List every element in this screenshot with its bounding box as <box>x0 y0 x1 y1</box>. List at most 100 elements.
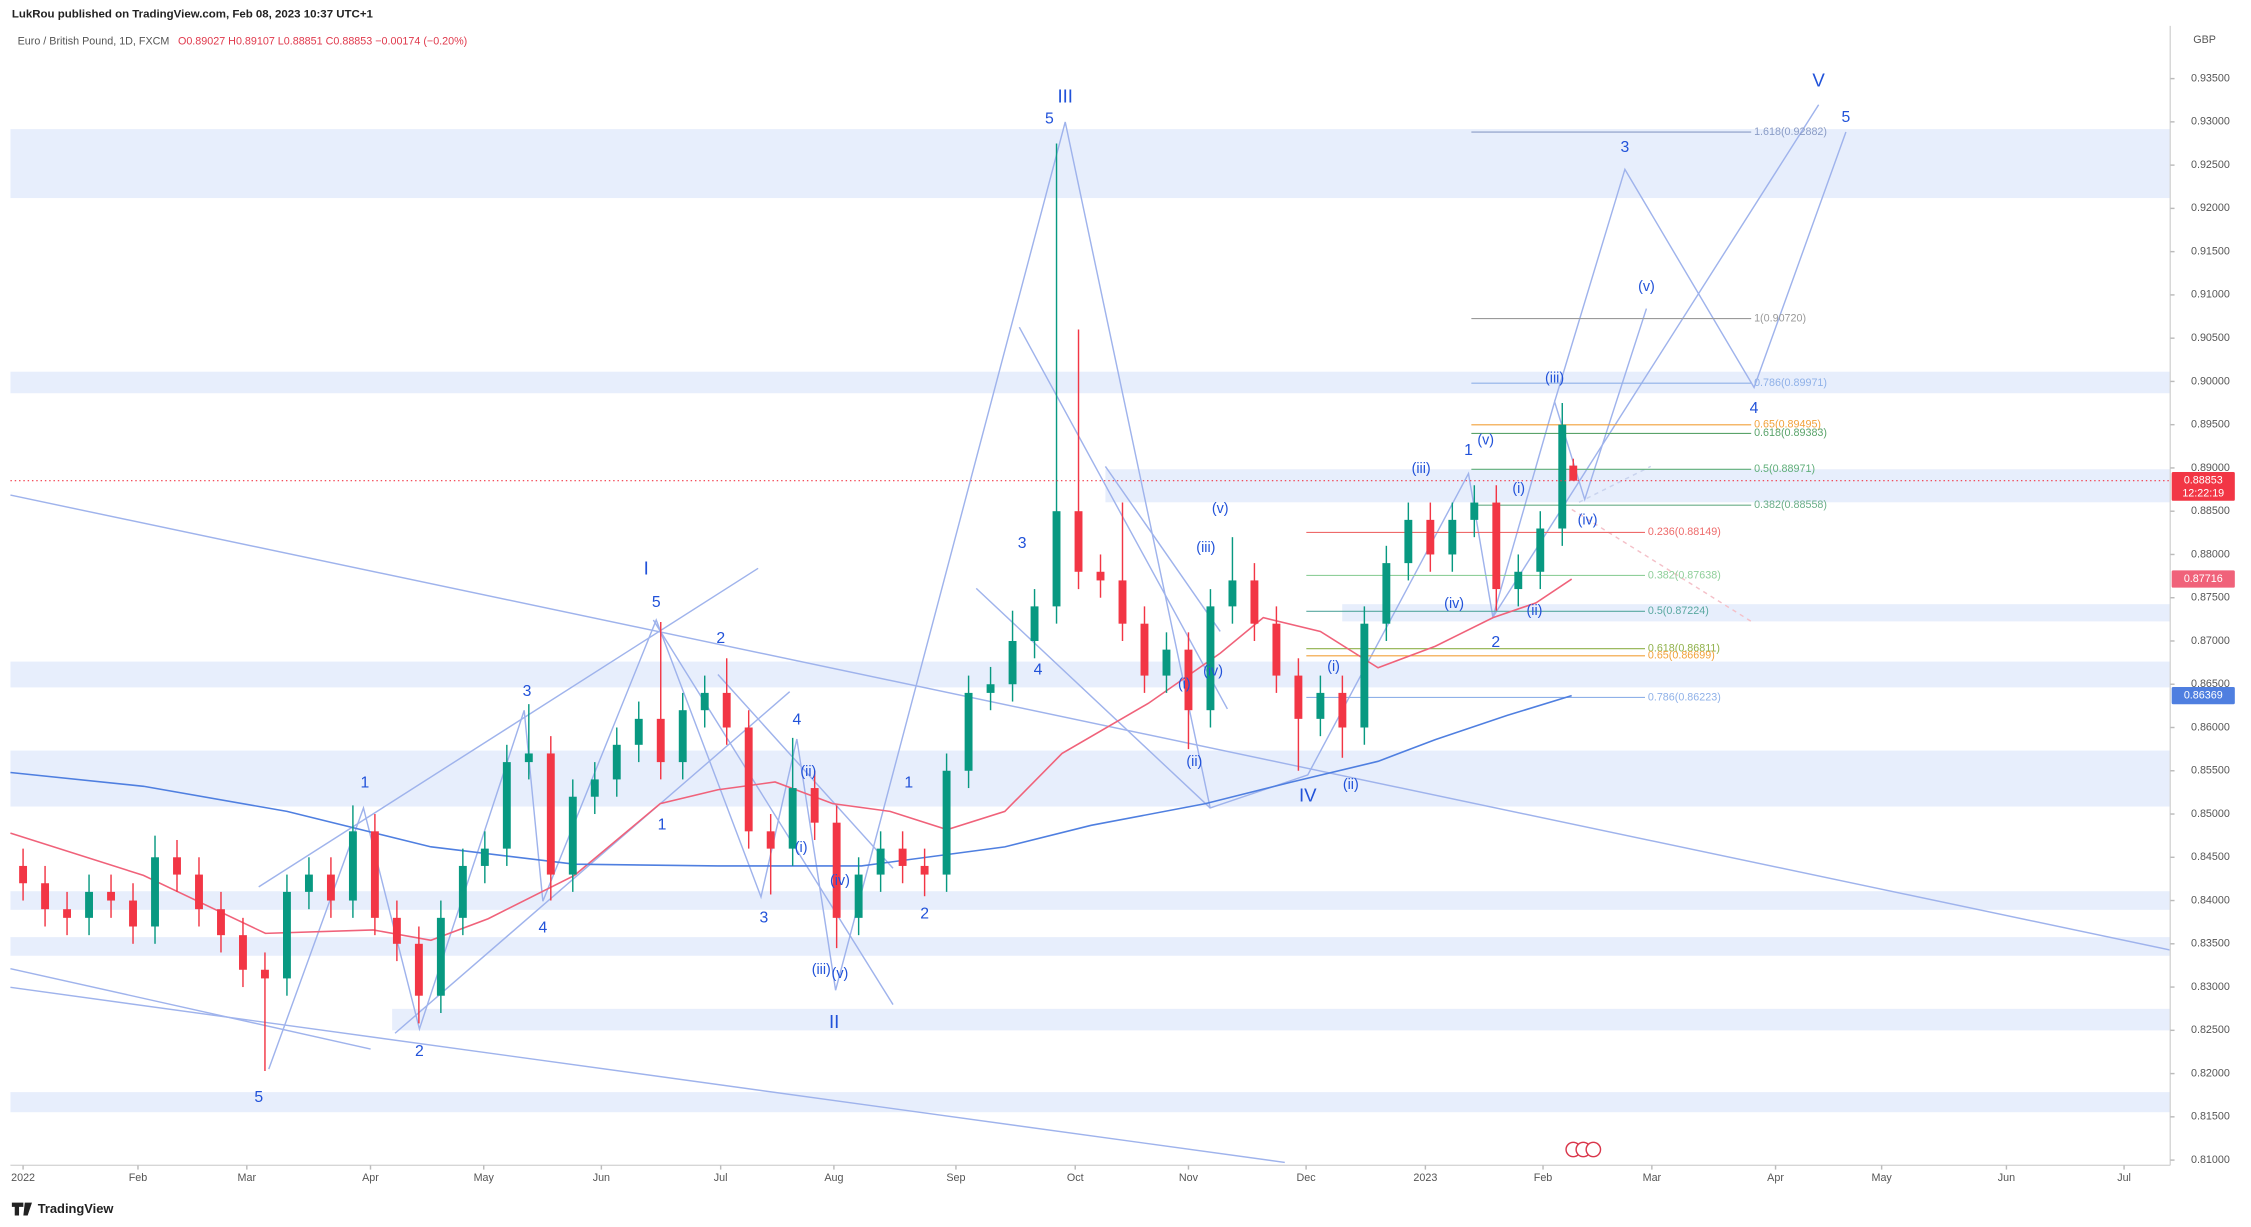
zone <box>10 371 2171 394</box>
y-tick-label: 0.92000 <box>2191 202 2230 214</box>
event-icons <box>1565 1141 1602 1158</box>
ma-price-label: 0.87716 <box>2184 573 2223 585</box>
y-tick-label: 0.85500 <box>2191 765 2230 777</box>
wave-label: 4 <box>1034 661 1043 678</box>
candle-body <box>480 848 489 866</box>
fib-label: 1.618(0.92882) <box>1754 126 1827 138</box>
wave-label: (ii) <box>1527 603 1543 619</box>
wave-label: 2 <box>415 1043 424 1060</box>
ma-price-box <box>2171 686 2235 705</box>
y-tick-label: 0.90500 <box>2191 332 2230 344</box>
y-tick-label: 0.84000 <box>2191 894 2230 906</box>
candle-body <box>1140 623 1149 676</box>
zone <box>1105 469 2171 503</box>
y-tick-label: 0.87000 <box>2191 635 2230 647</box>
x-tick-label: Jun <box>1998 1172 2015 1184</box>
wave-path <box>268 121 1648 1070</box>
trendline <box>975 587 1211 809</box>
wave-label: I <box>644 558 649 579</box>
candle-body <box>1118 580 1127 624</box>
candle-body <box>1228 580 1237 607</box>
x-tick-label: Apr <box>1767 1172 1784 1184</box>
candle-body <box>766 831 775 849</box>
zone <box>10 750 2171 807</box>
wave-label: (v) <box>1477 432 1494 448</box>
trendline <box>652 619 894 1005</box>
candle-body <box>1382 563 1391 624</box>
wave-label: 5 <box>254 1089 263 1106</box>
candle-body <box>502 762 511 849</box>
ma-price-box <box>2171 570 2235 588</box>
x-tick-label: Jun <box>593 1172 610 1184</box>
candle-body <box>370 831 379 918</box>
wave-label: (i) <box>1178 676 1191 692</box>
wave-label: II <box>829 1011 839 1032</box>
wave-label: 2 <box>716 630 725 647</box>
trendline <box>394 691 791 1034</box>
candle-body <box>173 857 181 875</box>
trendlines <box>10 104 2171 1164</box>
candle-body <box>151 857 159 927</box>
wave-label: 3 <box>1621 139 1630 156</box>
wave-label: 5 <box>1842 109 1851 126</box>
fib-label: 0.618(0.89383) <box>1754 427 1827 439</box>
candle-body <box>942 770 951 875</box>
candle-body <box>348 831 357 901</box>
candle-body <box>1338 692 1347 728</box>
wave-label: 5 <box>652 594 661 611</box>
y-tick-label: 0.88000 <box>2191 548 2230 560</box>
candle-body <box>414 943 423 996</box>
wave-label: 4 <box>1750 400 1759 417</box>
wave-label: III <box>1057 86 1073 107</box>
candle-body <box>1492 502 1501 590</box>
wave-label: (iii) <box>1545 371 1564 387</box>
candle-body <box>1162 649 1171 676</box>
fib-label: 0.786(0.86223) <box>1648 691 1721 703</box>
last-price-label: 0.88853 <box>2184 475 2223 487</box>
y-tick-label: 0.81500 <box>2191 1111 2230 1123</box>
wave-label: 3 <box>1018 535 1027 552</box>
trendline <box>258 567 759 888</box>
x-tick-label: Aug <box>824 1172 843 1184</box>
zone <box>10 129 2171 199</box>
trendline <box>1104 465 1221 632</box>
projection <box>1571 508 1752 623</box>
wave-label: (v) <box>832 966 849 982</box>
wave-label: (ii) <box>800 764 816 780</box>
candle-body <box>41 883 50 910</box>
fib-label: 0.65(0.89495) <box>1754 419 1821 431</box>
y-tick-label: 0.93500 <box>2191 72 2230 84</box>
candle-body <box>1536 528 1545 572</box>
last-price-box <box>2171 472 2235 501</box>
moving-averages <box>10 578 1573 942</box>
y-tick-label: 0.86000 <box>2191 721 2230 733</box>
wave-label: (iii) <box>1412 461 1431 477</box>
y-tick-label: 0.83000 <box>2191 981 2230 993</box>
moving-average <box>10 578 1573 942</box>
wave-label: (v) <box>1212 501 1229 517</box>
fib-label: 0.786(0.89971) <box>1754 377 1827 389</box>
candle-body <box>85 891 93 918</box>
candle-body <box>590 779 599 797</box>
trendline <box>10 967 371 1050</box>
candle-body <box>1096 571 1105 581</box>
candle-body <box>854 874 863 918</box>
event-icon <box>1585 1141 1602 1158</box>
wave-label: (i) <box>1327 659 1340 675</box>
candle-body <box>1470 502 1479 520</box>
candle-body <box>282 891 291 979</box>
candle-body <box>744 727 753 832</box>
candle-body <box>1426 519 1435 555</box>
candle-body <box>1404 519 1413 564</box>
candle-body <box>1250 580 1259 624</box>
trendline <box>10 494 2171 951</box>
wave-label: 1 <box>361 775 370 792</box>
x-tick-label: 2023 <box>1413 1172 1437 1184</box>
wave-label: 3 <box>759 910 768 927</box>
candle-body <box>656 718 665 763</box>
trendline <box>1018 326 1229 710</box>
wave-label: 4 <box>792 712 801 729</box>
y-tick-label: 0.83500 <box>2191 938 2230 950</box>
y-tick-label: 0.91500 <box>2191 245 2230 257</box>
